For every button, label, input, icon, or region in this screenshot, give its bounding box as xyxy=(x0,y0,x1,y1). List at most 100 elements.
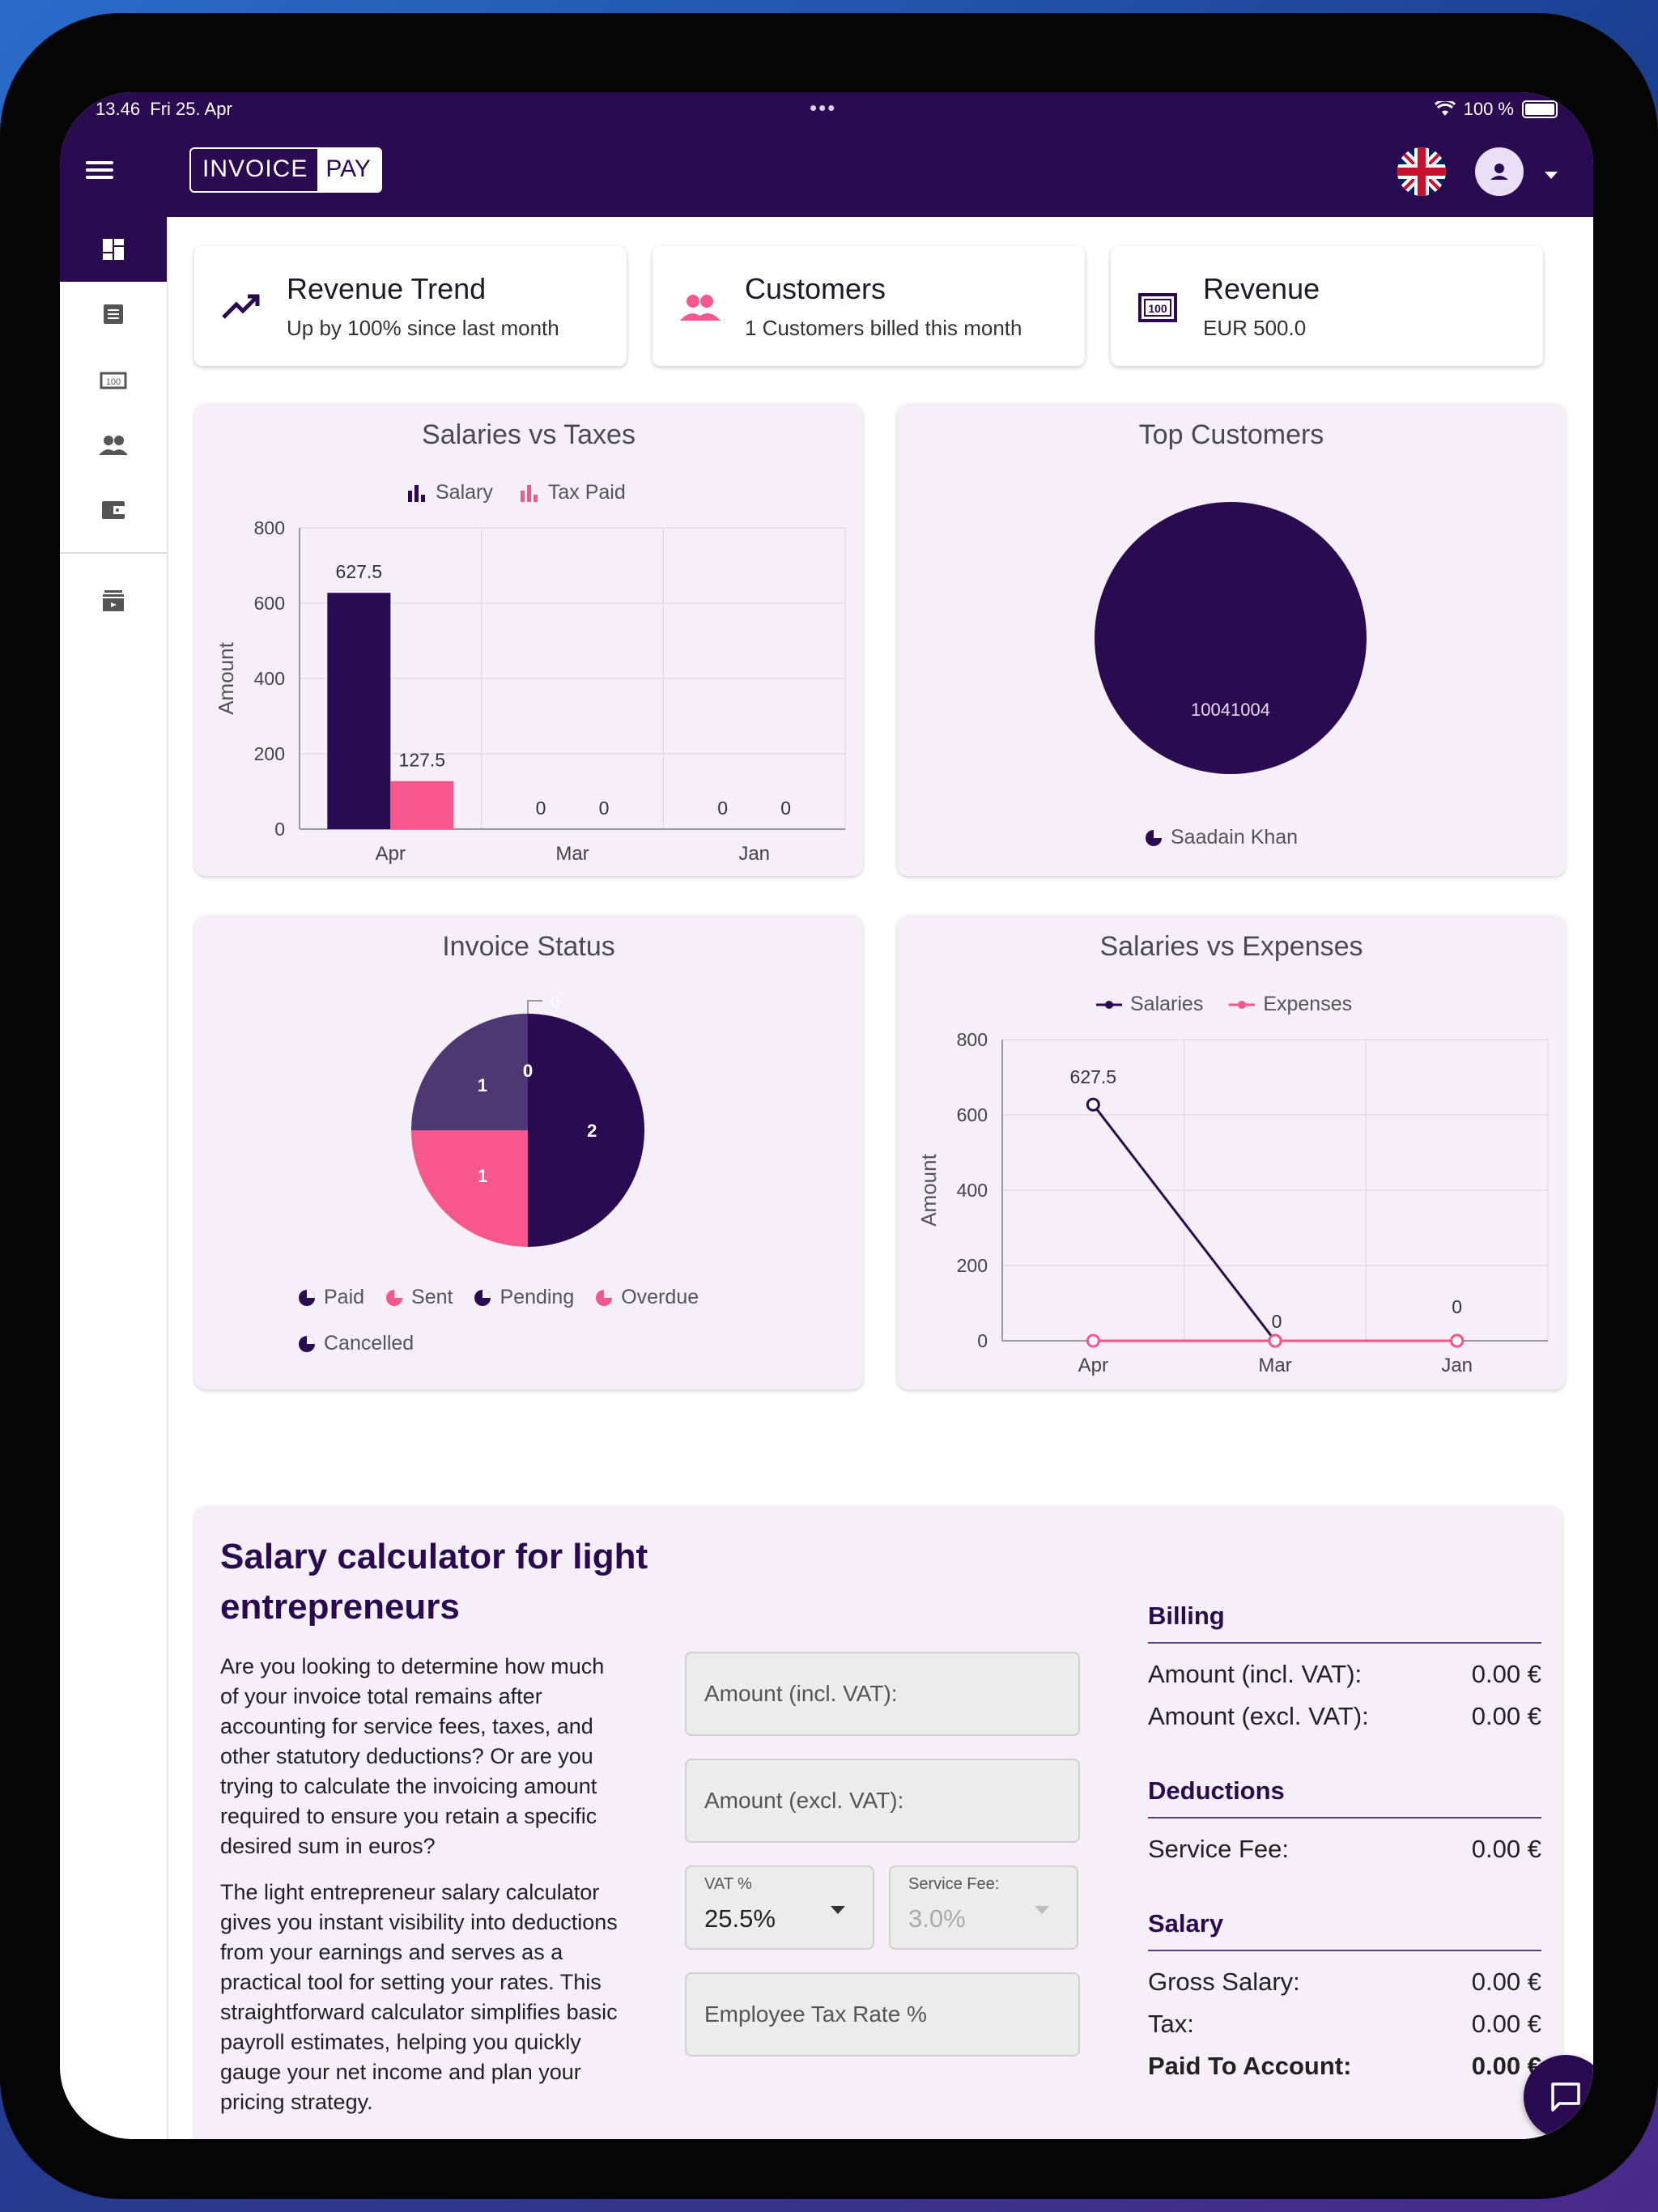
sidebar-item-wallet[interactable] xyxy=(60,478,167,542)
data-point-salaries xyxy=(1086,1097,1100,1112)
multitasking-dots[interactable]: ••• xyxy=(810,96,837,120)
bar-value-label: 0 xyxy=(599,798,610,819)
dashboard-icon xyxy=(103,239,124,260)
chart-title: Top Customers xyxy=(1138,419,1324,450)
pie-chart-icon xyxy=(386,1289,403,1306)
pie-slice-pending[interactable] xyxy=(411,1014,528,1130)
account-dropdown-caret-icon[interactable] xyxy=(1545,172,1558,179)
input-placeholder: Amount (excl. VAT): xyxy=(704,1788,904,1813)
chart-title: Invoice Status xyxy=(442,931,615,962)
pie-chart-icon xyxy=(474,1289,491,1306)
dashboard-content: Revenue Trend Up by 100% since last mont… xyxy=(168,217,1593,2139)
chat-icon xyxy=(1551,2082,1580,2112)
top-customers-pie-chart: 10041004 xyxy=(1095,502,1367,774)
select-value: 3.0% xyxy=(908,1904,966,1933)
people-icon xyxy=(680,295,721,321)
deductions-header: Deductions xyxy=(1148,1776,1541,1819)
app-bar: INVOICE PAY xyxy=(60,126,1593,217)
uk-flag-language-icon[interactable] xyxy=(1397,147,1446,196)
pie-slice-value: 1 xyxy=(478,1166,487,1186)
tablet-frame: 13.46 Fri 25. Apr ••• 100 % INVOICE PAY xyxy=(0,13,1658,2199)
row-value: 0.00 € xyxy=(1471,2010,1541,2038)
sidebar-item-invoices[interactable] xyxy=(60,282,167,347)
pie-slice-value: 2 xyxy=(587,1121,597,1141)
salaries-vs-expenses-line-chart: 0 200 400 600 800 Apr Mar Jan 627.5 0 0 Amount xyxy=(916,1029,1549,1376)
bar-value-label: 127.5 xyxy=(399,750,446,771)
invoice-list-icon xyxy=(104,304,123,324)
row-value: 0.00 € xyxy=(1471,1835,1541,1863)
y-tick-label: 800 xyxy=(957,1029,988,1050)
y-tick-label: 400 xyxy=(957,1180,988,1201)
bar-chart-icon xyxy=(408,484,425,502)
pie-slice-paid[interactable] xyxy=(528,1014,644,1247)
customers-icon xyxy=(99,436,128,455)
legend-item-cancelled: Cancelled xyxy=(298,1332,414,1355)
archive-icon xyxy=(103,590,124,611)
pie-chart-icon xyxy=(299,1335,315,1352)
sidebar-item-archive[interactable] xyxy=(60,568,167,633)
data-point-label: 0 xyxy=(1272,1311,1282,1332)
stat-title: Customers xyxy=(745,272,886,305)
summary-row: Amount (incl. VAT): 0.00 € xyxy=(1148,1660,1541,1689)
row-label: Gross Salary: xyxy=(1148,1967,1300,1996)
line-legend-icon xyxy=(1229,1000,1256,1009)
service-fee-select[interactable]: Service Fee: 3.0% xyxy=(889,1865,1078,1950)
bar-chart-icon xyxy=(520,484,538,502)
bar-value-label: 0 xyxy=(536,798,546,819)
pie-slice-sent[interactable] xyxy=(411,1130,528,1247)
x-tick-label: Jan xyxy=(1441,1355,1473,1376)
salary-calculator: Salary calculator for light entrepreneur… xyxy=(194,1506,1562,2139)
screen: 13.46 Fri 25. Apr ••• 100 % INVOICE PAY xyxy=(60,92,1593,2139)
chat-fab-button[interactable] xyxy=(1524,2055,1593,2139)
pie-slice-label: 10041004 xyxy=(1191,700,1270,720)
stat-subtitle: EUR 500.0 xyxy=(1203,316,1307,340)
y-axis-label: Amount xyxy=(214,641,238,714)
y-tick-label: 0 xyxy=(274,819,285,840)
y-tick-label: 200 xyxy=(957,1255,988,1276)
stat-card-revenue: 100 Revenue EUR 500.0 xyxy=(1111,246,1543,366)
hamburger-menu-icon[interactable] xyxy=(86,157,113,185)
pie-slice-value: 0 xyxy=(523,1061,533,1081)
sidebar-item-customers[interactable] xyxy=(60,413,167,478)
x-tick-label: Jan xyxy=(738,843,770,865)
dropdown-arrow-icon xyxy=(831,1906,845,1914)
amount-excl-vat-input[interactable]: Amount (excl. VAT): xyxy=(685,1759,1080,1843)
row-label: Service Fee: xyxy=(1148,1835,1290,1863)
summary-row: Amount (excl. VAT): 0.00 € xyxy=(1148,1702,1541,1731)
data-point-expenses xyxy=(1450,1334,1465,1348)
row-label: Paid To Account: xyxy=(1148,2052,1352,2080)
money-icon: 100 xyxy=(1138,293,1177,322)
user-avatar[interactable] xyxy=(1475,147,1524,196)
data-point-expenses xyxy=(1268,1334,1282,1348)
y-tick-label: 600 xyxy=(254,593,285,614)
y-tick-label: 200 xyxy=(254,743,285,764)
svg-text:100: 100 xyxy=(1148,302,1167,315)
employee-tax-rate-input[interactable]: Employee Tax Rate % xyxy=(685,1972,1080,2057)
y-tick-label: 800 xyxy=(254,517,285,538)
app-logo[interactable]: INVOICE PAY xyxy=(189,147,382,193)
status-time-date: 13.46 Fri 25. Apr xyxy=(96,99,232,119)
legend-salaries: Salaries xyxy=(1130,993,1204,1015)
row-value: 0.00 € xyxy=(1471,1702,1541,1730)
legend-label: Paid xyxy=(324,1286,365,1308)
sidebar-divider xyxy=(60,552,167,554)
series-line-salaries xyxy=(1092,1104,1457,1342)
vat-select[interactable]: VAT % 25.5% xyxy=(685,1865,874,1950)
sidebar-item-dashboard[interactable] xyxy=(60,217,167,282)
input-placeholder: Employee Tax Rate % xyxy=(704,2001,927,2027)
summary-row: Paid To Account: 0.00 € xyxy=(1148,2052,1541,2081)
line-legend-icon xyxy=(1096,1000,1122,1009)
calculator-title: Salary calculator for light entrepreneur… xyxy=(220,1537,648,1627)
sidebar-item-money[interactable]: 100 xyxy=(60,348,167,413)
amount-incl-vat-input[interactable]: Amount (incl. VAT): xyxy=(685,1652,1080,1736)
wallet-icon xyxy=(102,501,125,519)
status-right: 100 % xyxy=(1434,99,1558,120)
chart-card-top-customers: Top Customers 10041004 Saadain Khan xyxy=(897,403,1566,876)
pie-slice-customer[interactable] xyxy=(1095,502,1367,774)
calculator-paragraph: The light entrepreneur salary calculator… xyxy=(220,1880,618,2114)
summary-row: Service Fee: 0.00 € xyxy=(1148,1835,1541,1864)
input-placeholder: Amount (incl. VAT): xyxy=(704,1681,898,1706)
x-tick-label: Apr xyxy=(376,843,406,865)
svg-text:100: 100 xyxy=(106,377,121,387)
